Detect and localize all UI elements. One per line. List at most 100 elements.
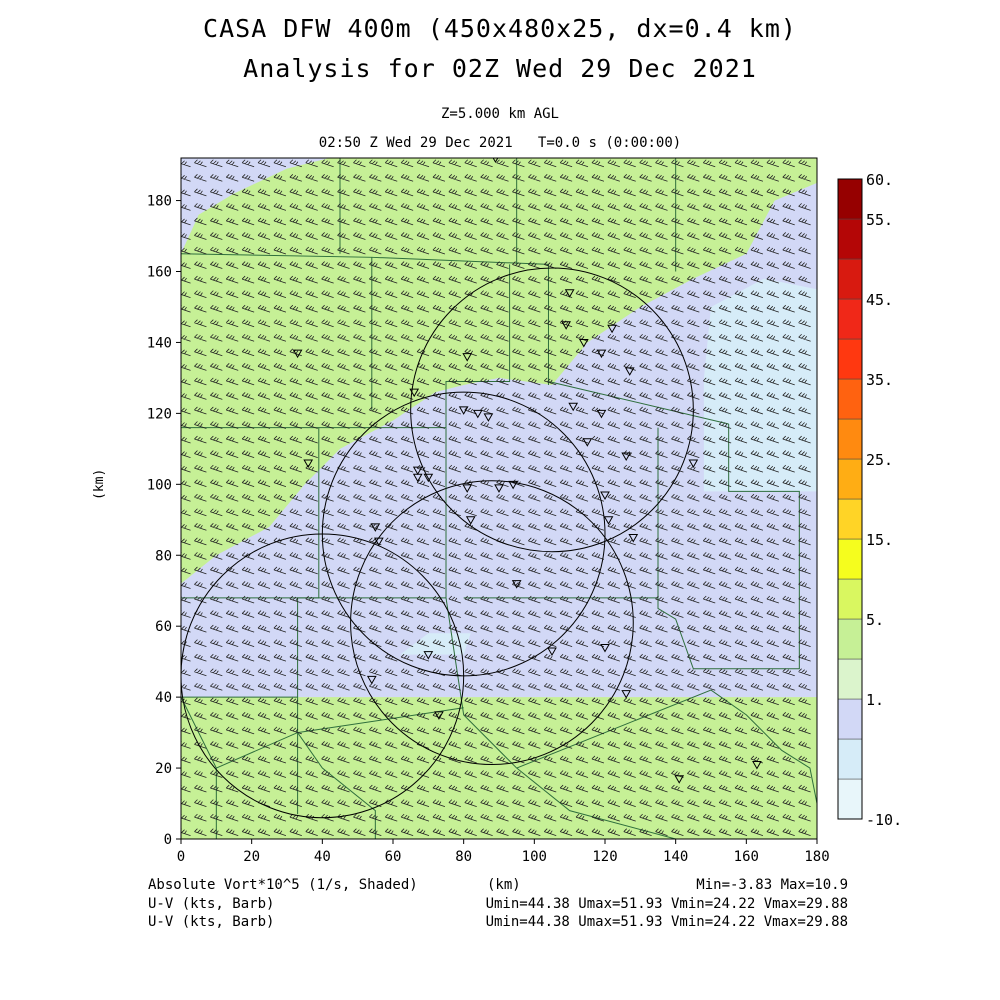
y-tick-label: 160 bbox=[147, 265, 172, 281]
x-tick-label: 60 bbox=[385, 849, 402, 865]
station-marker-34 bbox=[600, 643, 610, 653]
colorbar-label: 25. bbox=[866, 451, 893, 469]
colorbar-label: 35. bbox=[866, 371, 893, 389]
x-tick-label: 120 bbox=[592, 849, 617, 865]
colorbar-box bbox=[837, 498, 863, 540]
radar-range-rings bbox=[181, 267, 694, 819]
station-marker-14 bbox=[596, 409, 607, 419]
station-marker-30 bbox=[374, 537, 384, 547]
station-markers bbox=[292, 158, 762, 784]
y-tick-label: 180 bbox=[147, 194, 172, 210]
shading-region-3 bbox=[400, 633, 471, 655]
station-marker-21 bbox=[423, 473, 434, 483]
y-tick-label: 80 bbox=[155, 548, 172, 564]
station-marker-2 bbox=[561, 321, 571, 330]
wind-barbs bbox=[181, 159, 811, 837]
colorbar-box bbox=[837, 178, 863, 220]
station-marker-19 bbox=[412, 466, 423, 476]
colorbar-label: 1. bbox=[866, 691, 884, 709]
station-marker-4 bbox=[578, 338, 589, 348]
station-marker-39 bbox=[752, 761, 762, 770]
wind-barb-field bbox=[181, 159, 811, 837]
wind-stats-2: Umin=44.38 Umax=51.93 Vmin=24.22 Vmax=29… bbox=[485, 914, 848, 930]
station-marker-37 bbox=[621, 690, 632, 699]
station-marker-18 bbox=[303, 459, 314, 469]
station-marker-32 bbox=[423, 651, 434, 660]
colorbar-frame bbox=[837, 178, 863, 820]
station-marker-33 bbox=[547, 647, 557, 657]
station-marker-12 bbox=[483, 413, 494, 422]
min-max-label: Min=-3.83 Max=10.9 bbox=[696, 877, 848, 893]
station-marker-31 bbox=[511, 580, 522, 589]
colorbar-box bbox=[837, 418, 863, 460]
colorbar-label: 15. bbox=[866, 531, 893, 549]
boundary-line-12 bbox=[548, 380, 729, 425]
colorbar-box bbox=[837, 338, 863, 380]
chart-subtitle: Analysis for 02Z Wed 29 Dec 2021 bbox=[243, 54, 757, 83]
x-axis-label: (km) bbox=[487, 877, 521, 893]
plot-frame bbox=[180, 157, 818, 840]
county-boundaries bbox=[181, 158, 817, 839]
station-marker-9 bbox=[409, 388, 420, 398]
colorbar-box bbox=[837, 618, 863, 660]
x-tick-label: 180 bbox=[804, 849, 829, 865]
station-marker-25 bbox=[600, 491, 610, 500]
station-marker-17 bbox=[688, 459, 699, 469]
colorbar-box bbox=[837, 258, 863, 300]
station-marker-6 bbox=[624, 367, 635, 376]
station-marker-24 bbox=[508, 480, 518, 490]
y-tick-label: 40 bbox=[155, 690, 172, 706]
station-marker-26 bbox=[465, 516, 476, 525]
station-marker-22 bbox=[462, 484, 473, 493]
vorticity-shading bbox=[181, 158, 817, 839]
x-tick-label: 80 bbox=[455, 849, 472, 865]
station-marker-3 bbox=[607, 324, 617, 334]
x-tick-label: 140 bbox=[663, 849, 688, 865]
boundary-line-13 bbox=[657, 424, 800, 670]
boundary-line-5 bbox=[445, 264, 511, 428]
station-marker-15 bbox=[582, 438, 593, 447]
x-tick-label: 20 bbox=[243, 849, 260, 865]
y-tick-label: 100 bbox=[147, 477, 172, 493]
y-tick-label: 60 bbox=[155, 619, 172, 635]
colorbar-label: 5. bbox=[866, 611, 884, 629]
station-marker-16 bbox=[621, 452, 632, 461]
colorbar-box bbox=[837, 658, 863, 700]
station-marker-36 bbox=[434, 711, 444, 720]
station-marker-20 bbox=[412, 473, 423, 483]
station-marker-10 bbox=[458, 406, 469, 415]
station-marker-13 bbox=[568, 402, 579, 412]
colorbar-box bbox=[837, 458, 863, 500]
boundary-line-17 bbox=[216, 731, 376, 839]
colorbar-box bbox=[837, 778, 863, 820]
station-marker-29 bbox=[370, 523, 381, 532]
station-marker-7 bbox=[462, 353, 473, 362]
shading-region-1 bbox=[181, 158, 330, 254]
wind-label-2: U-V (kts, Barb) bbox=[148, 914, 275, 930]
colorbar-label: 60. bbox=[866, 171, 893, 189]
colorbar-box bbox=[837, 578, 863, 620]
colorbar-box bbox=[837, 378, 863, 420]
axes: 0 20 40 60 80 100 120 140 160 180 0 20 40 60 80 100 120 1… bbox=[147, 194, 830, 865]
y-tick-label: 120 bbox=[147, 406, 172, 422]
station-marker-11 bbox=[472, 409, 483, 419]
range-ring-0 bbox=[410, 267, 694, 553]
colorbar-label: 45. bbox=[866, 291, 893, 309]
station-marker-1 bbox=[564, 289, 575, 298]
x-tick-label: 160 bbox=[734, 849, 759, 865]
valid-time-label: 02:50 Z Wed 29 Dec 2021 T=0.0 s (0:00:00… bbox=[318, 135, 682, 151]
y-tick-label: 0 bbox=[164, 832, 172, 848]
station-marker-23 bbox=[494, 484, 504, 493]
station-marker-28 bbox=[628, 534, 639, 543]
colorbar-box bbox=[837, 738, 863, 780]
colorbar-box bbox=[837, 538, 863, 580]
station-marker-38 bbox=[674, 775, 685, 784]
colorbar-label: 55. bbox=[866, 211, 893, 229]
y-tick-label: 140 bbox=[147, 335, 172, 351]
x-tick-label: 40 bbox=[314, 849, 331, 865]
station-marker-35 bbox=[366, 675, 377, 685]
colorbar-label: -10. bbox=[866, 811, 902, 829]
wind-label-1: U-V (kts, Barb) bbox=[148, 896, 275, 912]
colorbar-box bbox=[837, 218, 863, 260]
